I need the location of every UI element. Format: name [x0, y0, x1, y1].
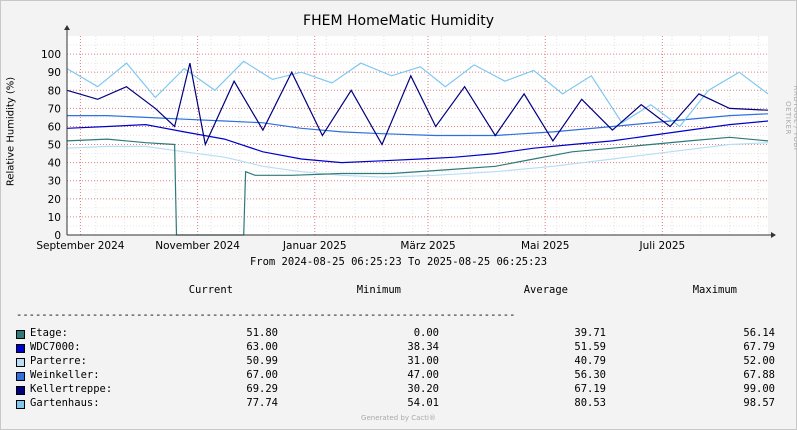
x-tick-label: Mai 2025 — [521, 240, 569, 252]
legend-swatch — [16, 344, 25, 353]
y-tick-label: 10 — [48, 212, 61, 224]
legend-row: Weinkeller: 67.00 47.00 56.30 67.88 — [0, 369, 797, 383]
legend-series-name: Gartenhaus: — [30, 397, 100, 409]
legend-header-current: Current — [188, 284, 233, 296]
legend-header-average: Average — [523, 284, 568, 296]
x-tick-label: Januar 2025 — [282, 240, 347, 252]
legend-swatch — [16, 358, 25, 367]
y-tick-label: 80 — [48, 85, 61, 97]
legend-series-name: Kellertreppe: — [30, 383, 113, 395]
legend-average-value: 56.30 — [574, 369, 606, 381]
legend-row: Etage: 51.80 0.00 39.71 56.14 — [0, 327, 797, 341]
legend-minimum-value: 54.01 — [407, 397, 439, 409]
legend-swatch — [16, 386, 25, 395]
y-axis-arrow — [64, 25, 70, 30]
y-tick-label: 60 — [48, 121, 61, 133]
x-tick-label: März 2025 — [400, 240, 455, 252]
series-line-0 — [66, 136, 769, 236]
legend-header-maximum: Maximum — [692, 284, 737, 296]
series-line-4 — [66, 62, 769, 147]
legend-current-value: 77.74 — [246, 397, 278, 409]
legend-current-value: 67.00 — [246, 369, 278, 381]
series-line-5 — [66, 60, 769, 128]
series-line-1 — [66, 120, 769, 164]
legend-row: WDC7000: 63.00 38.34 51.59 67.79 — [0, 341, 797, 355]
legend-average-value: 51.59 — [574, 341, 606, 353]
legend-swatch — [16, 400, 25, 409]
legend-maximum-value: 99.00 — [743, 383, 775, 395]
series-line-2 — [66, 142, 769, 178]
cacti-footer: Generated by Cacti® — [361, 414, 436, 422]
legend-series-name: WDC7000: — [30, 341, 81, 353]
legend-series-name: Parterre: — [30, 355, 87, 367]
legend-average-value: 39.71 — [574, 327, 606, 339]
legend-maximum-value: 67.88 — [743, 369, 775, 381]
legend-row: Kellertreppe: 69.29 30.20 67.19 99.00 — [0, 383, 797, 397]
x-tick-label: September 2024 — [36, 240, 124, 252]
y-tick-label: 0 — [54, 230, 61, 242]
y-tick-label: 100 — [41, 49, 61, 61]
legend-minimum-value: 38.34 — [407, 341, 439, 353]
y-tick-label: 90 — [48, 67, 61, 79]
legend-current-value: 69.29 — [246, 383, 278, 395]
y-tick-label: 30 — [48, 176, 61, 188]
series-line-3 — [67, 113, 769, 137]
legend-current-value: 50.99 — [246, 355, 278, 367]
x-tick-label: November 2024 — [155, 240, 240, 252]
legend-average-value: 67.19 — [574, 383, 606, 395]
legend-minimum-value: 47.00 — [407, 369, 439, 381]
legend-average-value: 80.53 — [574, 397, 606, 409]
legend-swatch — [16, 372, 25, 381]
legend-maximum-value: 56.14 — [743, 327, 775, 339]
legend-row: Gartenhaus: 77.74 54.01 80.53 98.57 — [0, 397, 797, 411]
legend-maximum-value: 67.79 — [743, 341, 775, 353]
legend-minimum-value: 0.00 — [413, 327, 439, 339]
legend-maximum-value: 98.57 — [743, 397, 775, 409]
y-axis-label: Relative Humidity (%) — [5, 76, 17, 187]
time-range: From 2024-08-25 06:25:23 To 2025-08-25 0… — [249, 256, 548, 268]
legend-minimum-value: 31.00 — [407, 355, 439, 367]
rrdtool-watermark: RRDTOOL / TOBI OETIKER — [784, 85, 797, 151]
x-tick-label: Juli 2025 — [639, 240, 686, 252]
legend-header-minimum: Minimum — [356, 284, 401, 296]
x-axis-arrow — [771, 232, 776, 238]
y-tick-label: 20 — [48, 194, 61, 206]
legend-separator: ----------------------------------------… — [16, 309, 516, 321]
legend-current-value: 51.80 — [246, 327, 278, 339]
legend-average-value: 40.79 — [574, 355, 606, 367]
legend-maximum-value: 52.00 — [743, 355, 775, 367]
legend-series-name: Etage: — [30, 327, 68, 339]
y-tick-label: 40 — [48, 158, 61, 170]
legend-swatch — [16, 330, 25, 339]
legend-minimum-value: 30.20 — [407, 383, 439, 395]
y-tick-label: 50 — [48, 140, 61, 152]
legend-current-value: 63.00 — [246, 341, 278, 353]
legend-row: Parterre: 50.99 31.00 40.79 52.00 — [0, 355, 797, 369]
legend-series-name: Weinkeller: — [30, 369, 100, 381]
chart-title: FHEM HomeMatic Humidity — [303, 13, 494, 29]
y-tick-label: 70 — [48, 103, 61, 115]
